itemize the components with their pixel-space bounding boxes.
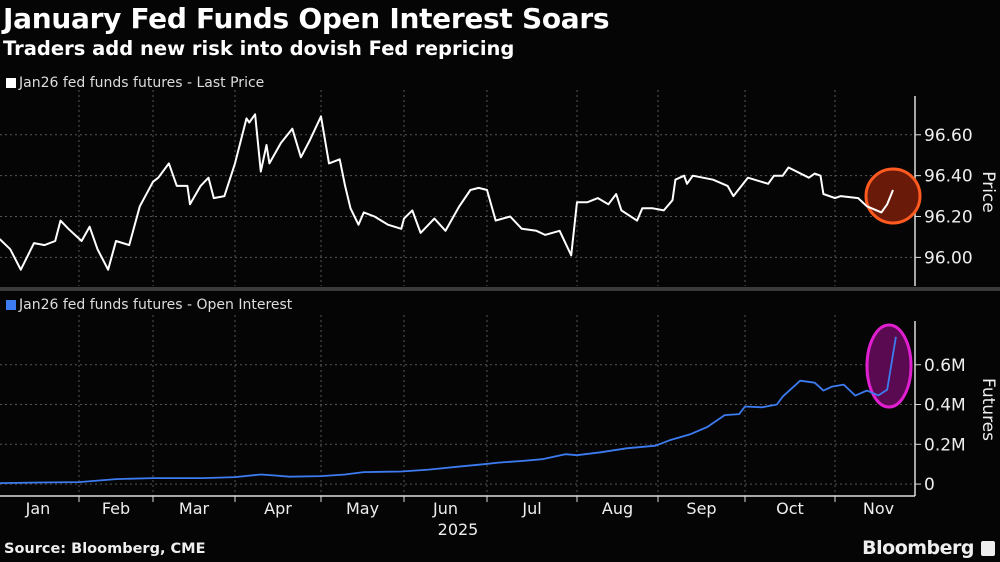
source-note: Source: Bloomberg, CME bbox=[4, 541, 206, 557]
x-tick-label: Oct bbox=[776, 499, 804, 518]
x-year-label: 2025 bbox=[438, 520, 479, 539]
y-tick-label: 0.4M bbox=[924, 396, 966, 416]
bloomberg-logo: Bloomberg bbox=[862, 537, 974, 559]
legend-swatch-blue bbox=[6, 300, 16, 310]
x-tick-label: Jan bbox=[25, 499, 51, 518]
panel-divider bbox=[0, 287, 1000, 291]
x-tick-label: Sep bbox=[686, 499, 716, 518]
y-axis-title: Futures bbox=[978, 378, 998, 441]
x-tick-label: Mar bbox=[179, 499, 210, 518]
y-tick-label: 0 bbox=[924, 475, 935, 495]
y-tick-label: 96.20 bbox=[924, 208, 973, 228]
legend-label: Jan26 fed funds futures - Open Interest bbox=[19, 297, 293, 313]
legend-open-interest: Jan26 fed funds futures - Open Interest bbox=[6, 297, 292, 313]
bloomberg-chart-icon bbox=[981, 541, 995, 556]
y-tick-label: 0.2M bbox=[924, 435, 966, 455]
legend-swatch-white bbox=[6, 78, 16, 88]
y-tick-label: 0.6M bbox=[924, 356, 966, 376]
y-axis-title: Price bbox=[978, 171, 998, 212]
chart-title: January Fed Funds Open Interest Soars bbox=[3, 2, 610, 35]
highlight-circle bbox=[864, 167, 922, 225]
legend-last-price: Jan26 fed funds futures - Last Price bbox=[6, 75, 264, 91]
legend-label: Jan26 fed funds futures - Last Price bbox=[19, 75, 265, 91]
x-tick-label: Jun bbox=[432, 499, 458, 518]
x-tick-label: May bbox=[346, 499, 379, 518]
x-tick-label: Aug bbox=[602, 499, 633, 518]
chart-subtitle: Traders add new risk into dovish Fed rep… bbox=[3, 37, 515, 60]
y-tick-label: 96.00 bbox=[924, 248, 973, 268]
highlight-ellipse bbox=[865, 323, 913, 409]
x-tick-label: Feb bbox=[102, 499, 130, 518]
series-line bbox=[0, 336, 897, 484]
series-line bbox=[0, 113, 894, 271]
x-tick-label: Nov bbox=[863, 499, 894, 518]
y-tick-label: 96.60 bbox=[924, 126, 973, 146]
y-tick-label: 96.40 bbox=[924, 167, 973, 187]
x-tick-label: Apr bbox=[264, 499, 292, 518]
x-tick-label: Jul bbox=[521, 499, 541, 518]
